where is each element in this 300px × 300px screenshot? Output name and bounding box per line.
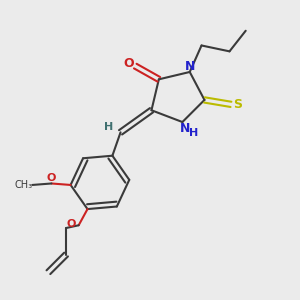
Text: N: N — [184, 60, 195, 73]
Text: O: O — [67, 219, 76, 229]
Text: S: S — [233, 98, 242, 111]
Text: O: O — [124, 57, 134, 70]
Text: CH₃: CH₃ — [14, 180, 33, 190]
Text: H: H — [189, 128, 198, 138]
Text: O: O — [46, 173, 56, 183]
Text: H: H — [103, 122, 113, 132]
Text: N: N — [180, 122, 190, 135]
